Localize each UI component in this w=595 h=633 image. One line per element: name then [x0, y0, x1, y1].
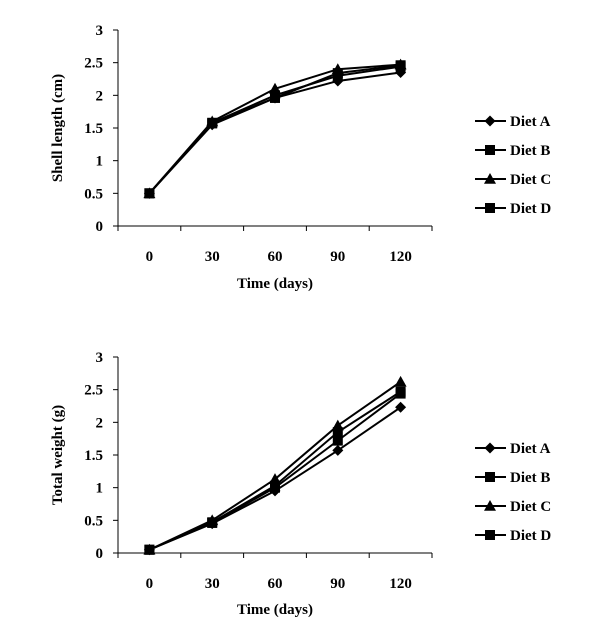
- x-tick-label: 30: [205, 249, 220, 265]
- data-point: [395, 386, 406, 397]
- legend-marker: [484, 442, 496, 454]
- y-tick-label: 0: [96, 219, 104, 235]
- data-point: [395, 60, 406, 71]
- series-line: [148, 381, 402, 551]
- data-point: [269, 82, 281, 94]
- x-tick-label: 90: [330, 576, 345, 592]
- legend-marker: [485, 530, 495, 540]
- legend-marker: [484, 173, 496, 184]
- y-tick-label: 1: [96, 154, 104, 170]
- legend-label: Diet A: [510, 114, 551, 130]
- legend-label: Diet A: [510, 441, 551, 457]
- y-axis-title: Total weight (g): [50, 405, 66, 505]
- data-point: [395, 401, 407, 413]
- y-tick-label: 1.5: [84, 448, 103, 464]
- legend-label: Diet C: [510, 172, 551, 188]
- data-point: [207, 517, 218, 528]
- y-tick-label: 2.5: [84, 383, 103, 399]
- series-line: [148, 390, 402, 551]
- data-point: [270, 480, 280, 491]
- data-point: [394, 375, 407, 387]
- y-tick-label: 3: [96, 350, 104, 366]
- x-tick-label: 0: [146, 576, 154, 592]
- legend-marker: [484, 115, 496, 127]
- data-point: [207, 118, 218, 129]
- x-tick-label: 120: [389, 576, 412, 592]
- legend-label: Diet B: [510, 470, 550, 486]
- x-tick-label: 120: [389, 249, 412, 265]
- x-axis-title: Time (days): [237, 602, 313, 618]
- x-tick-label: 60: [268, 249, 283, 265]
- y-axis-title: Shell length (cm): [50, 74, 66, 182]
- legend-label: Diet D: [510, 201, 551, 217]
- x-tick-label: 60: [268, 576, 283, 592]
- data-point: [332, 427, 343, 438]
- legend-label: Diet C: [510, 499, 551, 515]
- y-tick-label: 0: [96, 546, 104, 562]
- data-point: [144, 188, 155, 199]
- legend-label: Diet D: [510, 528, 551, 544]
- y-tick-label: 1.5: [84, 121, 103, 137]
- data-point: [332, 435, 343, 446]
- data-point: [332, 68, 343, 79]
- y-tick-label: 2.5: [84, 56, 103, 72]
- data-point: [144, 544, 155, 555]
- x-tick-label: 0: [146, 249, 154, 265]
- y-tick-label: 2: [96, 88, 104, 104]
- x-tick-label: 90: [330, 249, 345, 265]
- y-tick-label: 3: [96, 23, 104, 39]
- data-point: [332, 444, 344, 456]
- data-point: [270, 92, 280, 103]
- y-tick-label: 2: [96, 415, 104, 431]
- legend-marker: [485, 203, 495, 213]
- legend-label: Diet B: [510, 143, 550, 159]
- legend-marker: [485, 472, 495, 482]
- y-tick-label: 0.5: [84, 513, 103, 529]
- x-axis-title: Time (days): [237, 276, 313, 292]
- legend-marker: [484, 500, 496, 511]
- x-tick-label: 30: [205, 576, 220, 592]
- legend-marker: [485, 145, 495, 155]
- y-tick-label: 1: [96, 481, 104, 497]
- y-tick-label: 0.5: [84, 186, 103, 202]
